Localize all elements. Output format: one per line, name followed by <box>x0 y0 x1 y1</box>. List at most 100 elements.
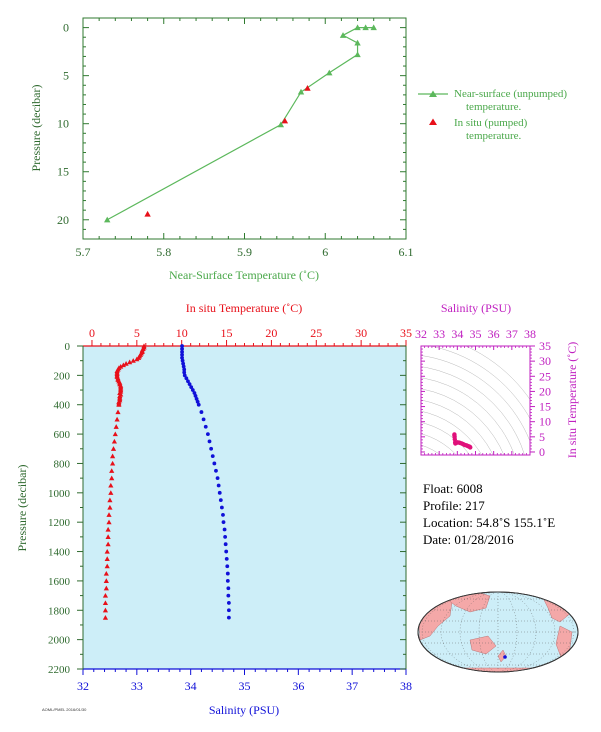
temperature-point <box>107 504 113 510</box>
ts-temperature-axis-label: In situ Temperature (˚C) <box>565 342 579 459</box>
world-map <box>417 591 579 673</box>
salinity-point <box>182 367 187 372</box>
temperature-point <box>102 600 109 606</box>
temperature-tick-label: 20 <box>265 326 277 340</box>
salinity-point <box>180 344 184 348</box>
salinity-point <box>196 402 201 407</box>
profile-pressure-axis-label: Pressure (decibar) <box>15 465 29 552</box>
top-x-tick-label: 5.7 <box>76 245 91 259</box>
legend-in-situ-text-line1: In situ (pumped) <box>454 117 528 129</box>
legend-near-surface-text-line2: temperature. <box>466 101 522 113</box>
ts-points <box>452 432 473 450</box>
near-surface-point <box>354 39 361 46</box>
temperature-point <box>111 438 118 444</box>
temperature-tick-label: 15 <box>221 326 233 340</box>
ts-temperature-tick-label: 25 <box>539 369 551 383</box>
ts-salinity-tick-label: 33 <box>433 327 445 341</box>
salinity-point <box>192 391 197 395</box>
map-border <box>417 591 579 673</box>
temperature-point <box>109 468 115 473</box>
temperature-point <box>120 362 126 368</box>
near-surface-temperature-chart: 5.7 5.8 5.9 6 6.1 0 5 10 15 20 Near-Surface Temp… <box>29 17 567 282</box>
pressure-tick-label: 1600 <box>48 576 71 588</box>
top-y-tick-label: 0 <box>63 21 69 35</box>
salinity-point <box>180 349 184 354</box>
top-x-tick-labels: 5.7 5.8 5.9 6 6.1 <box>76 245 414 259</box>
top-x-axis-label: Near-Surface Temperature (˚C) <box>169 268 319 282</box>
temperature-point <box>113 424 119 429</box>
salinity-point <box>226 601 231 605</box>
temperature-point <box>104 548 110 554</box>
temperature-tick-label: 5 <box>134 326 140 340</box>
footer-note: AOML/PMEL 2016/01/30 <box>42 707 87 712</box>
temperature-point <box>107 497 113 503</box>
legend-near-surface-text-line1: Near-surface (unpumped) <box>454 88 567 100</box>
temperature-point <box>127 359 133 365</box>
temperature-point <box>123 361 129 366</box>
ts-axis-ticks <box>420 345 535 455</box>
salinity-tick-label: 38 <box>400 679 412 693</box>
top-y-axis-label: Pressure (decibar) <box>29 85 43 172</box>
pressure-tick-label: 600 <box>54 429 71 441</box>
near-surface-point <box>326 69 333 76</box>
salinity-point <box>221 520 226 525</box>
top-y-tick-labels: 0 5 10 15 20 <box>57 21 69 227</box>
near-surface-series-line <box>106 27 374 221</box>
temperature-point <box>109 475 115 481</box>
salinity-point <box>209 446 214 451</box>
salinity-tick-label: 37 <box>346 679 358 693</box>
salinity-point <box>194 396 199 401</box>
salinity-tick-label: 34 <box>185 679 197 693</box>
temperature-tick-label: 0 <box>89 326 95 340</box>
salinity-point <box>180 347 184 351</box>
in-situ-series-markers <box>144 84 311 217</box>
near-surface-point <box>370 24 377 31</box>
profile-plot-background <box>83 346 406 669</box>
salinity-point <box>180 358 185 363</box>
salinity-point <box>189 385 194 390</box>
legend-in-situ-text-line2: temperature. <box>466 130 522 142</box>
salinity-point <box>226 586 231 591</box>
salinity-point <box>224 549 229 554</box>
salinity-point <box>226 593 231 598</box>
salinity-point <box>216 483 221 488</box>
salinity-point <box>181 361 186 366</box>
salinity-tick-label: 36 <box>292 679 304 693</box>
salinity-point <box>221 512 225 517</box>
ts-temperature-tick-label: 10 <box>539 415 551 429</box>
temperature-point <box>108 490 114 495</box>
temperature-point <box>105 541 111 547</box>
ts-temperature-tick-label: 35 <box>539 339 551 353</box>
near-surface-point <box>354 24 361 31</box>
salinity-point <box>214 468 218 473</box>
salinity-point <box>226 608 231 613</box>
salinity-point <box>219 505 224 510</box>
float-location-marker <box>503 655 507 659</box>
temperature-point <box>104 556 110 561</box>
ts-salinity-tick-label: 34 <box>451 327 463 341</box>
temperature-point <box>114 416 120 422</box>
salinity-point <box>226 615 231 620</box>
ts-temperature-tick-label: 20 <box>539 384 551 398</box>
pressure-tick-label: 1200 <box>48 517 71 529</box>
salinity-point <box>182 370 187 375</box>
temperature-point <box>106 519 112 525</box>
temperature-point <box>105 534 111 539</box>
ts-temperature-tick-label: 30 <box>539 354 551 368</box>
top-axis-ticks <box>82 18 407 240</box>
temperature-point <box>104 563 110 569</box>
in-situ-point <box>304 84 311 91</box>
ts-salinity-tick-label: 32 <box>415 327 427 341</box>
salinity-point <box>217 490 222 495</box>
ts-salinity-tick-label: 35 <box>470 327 482 341</box>
pressure-tick-label: 1000 <box>48 488 71 500</box>
temperature-point <box>116 402 122 407</box>
profile-date: Date: 01/28/2016 <box>423 532 514 547</box>
map-land-australia <box>469 635 497 655</box>
temperature-tick-label: 25 <box>310 326 322 340</box>
salinity-point <box>181 364 186 369</box>
pressure-tick-label: 200 <box>54 370 71 382</box>
